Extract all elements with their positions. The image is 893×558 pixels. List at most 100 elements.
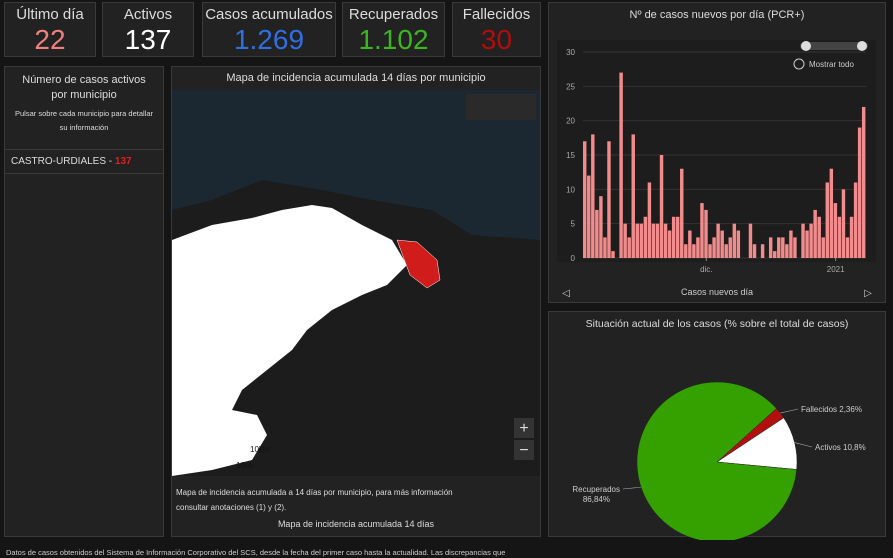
bar xyxy=(732,223,737,258)
bar xyxy=(603,237,607,258)
leader-line xyxy=(780,408,799,414)
y-tick-label: 0 xyxy=(571,254,576,263)
leader-line xyxy=(794,442,813,448)
label-name: Recuperados xyxy=(572,485,620,494)
map: + − 10km 10mi xyxy=(172,90,540,476)
y-tick-label: 25 xyxy=(566,82,575,91)
bar xyxy=(793,237,797,258)
zoom-in[interactable] xyxy=(514,418,534,438)
zoom-in-icon: + xyxy=(519,420,528,437)
bar xyxy=(680,168,684,258)
bar xyxy=(760,244,765,258)
bar xyxy=(647,182,652,258)
scale-km: 10km xyxy=(250,445,270,454)
label-name: Fallecidos xyxy=(801,405,837,414)
map-footer: Mapa de incidencia acumulada 14 días xyxy=(277,519,435,529)
item-name: CASTRO-URDIALES - xyxy=(11,156,115,167)
bar xyxy=(696,237,700,258)
bar xyxy=(659,155,664,258)
y-tick-label: 10 xyxy=(566,185,575,194)
bar xyxy=(651,223,656,258)
bar xyxy=(708,244,712,258)
x-tick-label: dic. xyxy=(700,265,712,274)
bar xyxy=(720,230,724,258)
map-title: Mapa de incidencia acumulada 14 días por… xyxy=(226,72,486,84)
y-tick-label: 30 xyxy=(566,48,575,57)
map-caption: Mapa de incidencia acumulada a 14 días p… xyxy=(176,488,453,512)
kpi-value: 1.269 xyxy=(233,24,305,55)
bar xyxy=(853,182,858,258)
bar xyxy=(845,237,850,258)
bar xyxy=(599,196,603,258)
item-value: 137 xyxy=(114,156,132,167)
kpi: Fallecidos 30 xyxy=(452,2,541,57)
bar xyxy=(801,223,805,258)
bar xyxy=(619,72,623,258)
map-tools[interactable] xyxy=(466,94,536,120)
bar xyxy=(833,203,838,258)
y-tick-label: 20 xyxy=(566,117,575,126)
bar xyxy=(583,141,587,258)
land xyxy=(172,205,407,476)
pie-label: Recuperados 86,84% xyxy=(572,485,620,504)
pie-label: Fallecidos 2,36% xyxy=(801,405,862,414)
bar xyxy=(849,216,854,258)
bar xyxy=(667,230,672,258)
bar xyxy=(716,223,720,258)
label-name: Activos xyxy=(815,443,841,452)
kpi-value: 1.102 xyxy=(358,24,429,55)
charts: Nº de casos nuevos por día (PCR+) Mostrar… xyxy=(562,9,873,540)
bar xyxy=(627,237,631,258)
kpi-label: Casos acumulados xyxy=(205,6,333,23)
leader-line xyxy=(622,486,642,490)
sea xyxy=(172,90,540,240)
bar xyxy=(655,223,660,258)
bar xyxy=(785,244,789,258)
bar xyxy=(639,223,644,258)
bar xyxy=(752,244,757,258)
bar xyxy=(663,223,668,258)
bar xyxy=(748,223,753,258)
y-tick-label: 15 xyxy=(566,151,575,160)
bar xyxy=(813,209,817,258)
label-value: 2,36% xyxy=(839,405,862,414)
footnote: Datos de casos obtenidos del Sistema de … xyxy=(6,548,506,557)
kpi: Casos acumulados 1.269 xyxy=(202,2,336,57)
next[interactable]: ▷ xyxy=(864,288,872,299)
list-panel: Número de casos activos por municipio Pu… xyxy=(4,66,164,537)
bar xyxy=(631,134,635,258)
chart-title: Situación actual de los casos (% sobre e… xyxy=(586,318,849,330)
kpi: Último día 22 xyxy=(4,2,96,57)
bar xyxy=(684,244,688,258)
bar xyxy=(611,251,615,258)
bar xyxy=(692,244,696,258)
bar xyxy=(821,237,825,258)
scale-mi: 10mi xyxy=(236,461,254,470)
zoom-out[interactable] xyxy=(514,440,534,460)
list-title: Número de casos activos por municipio xyxy=(22,74,146,101)
chart-title: Nº de casos nuevos por día (PCR+) xyxy=(630,9,805,21)
pie-slice xyxy=(636,381,797,540)
list-item[interactable]: CASTRO-URDIALES - 137 xyxy=(5,149,163,174)
bar xyxy=(635,223,639,258)
zoom-label: Mostrar todo xyxy=(809,60,854,69)
zoom-icon xyxy=(793,58,805,70)
bar xyxy=(781,237,785,258)
slider-handle xyxy=(801,41,811,51)
bar xyxy=(805,230,809,258)
slider[interactable] xyxy=(800,42,868,50)
bar xyxy=(768,237,773,258)
bar xyxy=(857,127,862,259)
bar xyxy=(728,237,732,258)
bar xyxy=(623,223,627,258)
bar xyxy=(643,216,648,258)
bar xyxy=(700,203,704,258)
bar-footer: Casos nuevos día xyxy=(681,287,753,297)
prev[interactable]: ◁ xyxy=(562,288,570,299)
kpi: Activos 137 xyxy=(102,2,194,57)
bar xyxy=(607,141,611,258)
kpi-value: 30 xyxy=(480,24,513,55)
kpi-label: Recuperados xyxy=(348,6,439,23)
castro-urdiales[interactable] xyxy=(396,239,441,289)
